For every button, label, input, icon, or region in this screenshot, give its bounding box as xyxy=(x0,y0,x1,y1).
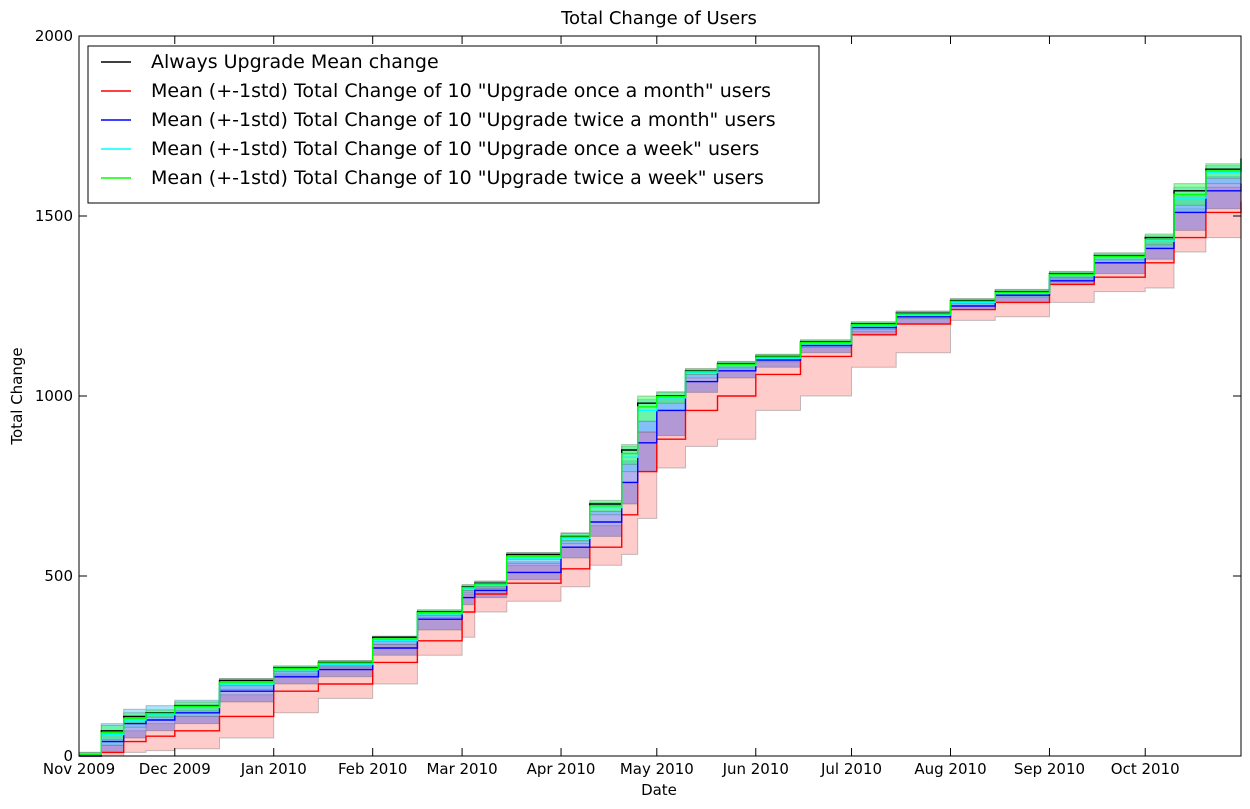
y-tick-label: 0 xyxy=(63,747,73,765)
x-tick-label: Apr 2010 xyxy=(527,760,596,778)
x-tick-label: Jun 2010 xyxy=(722,760,789,778)
x-tick-label: Feb 2010 xyxy=(338,760,408,778)
std-band-1 xyxy=(78,180,1242,757)
y-tick-label: 1500 xyxy=(35,207,73,225)
x-tick-label: Aug 2010 xyxy=(914,760,986,778)
y-axis-label: Total Change xyxy=(8,347,26,445)
y-tick-label: 500 xyxy=(44,567,73,585)
chart-title: Total Change of Users xyxy=(560,8,757,29)
x-tick-label: May 2010 xyxy=(620,760,694,778)
legend-box xyxy=(87,45,820,204)
x-tick-label: Oct 2010 xyxy=(1111,760,1180,778)
legend-label: Always Upgrade Mean change xyxy=(151,51,439,73)
y-tick-label: 1000 xyxy=(35,387,73,405)
legend-label: Mean (+-1std) Total Change of 10 "Upgrad… xyxy=(151,109,776,131)
plot-area xyxy=(78,154,1242,757)
legend: Always Upgrade Mean change Mean (+-1std) … xyxy=(87,45,820,204)
x-tick-label: Jul 2010 xyxy=(820,760,882,778)
series-line-1 xyxy=(79,201,1242,757)
x-tick-label: Mar 2010 xyxy=(426,760,497,778)
x-tick-label: Jan 2010 xyxy=(240,760,307,778)
x-tick-label: Dec 2009 xyxy=(139,760,211,778)
series-line-2 xyxy=(79,183,1242,757)
y-tick-label: 2000 xyxy=(35,27,73,45)
legend-label: Mean (+-1std) Total Change of 10 "Upgrad… xyxy=(151,80,771,102)
x-tick-label: Nov 2009 xyxy=(43,760,115,778)
x-tick-label: Sep 2010 xyxy=(1014,760,1085,778)
legend-label: Mean (+-1std) Total Change of 10 "Upgrad… xyxy=(151,167,764,189)
axes: 0 500 1000 1500 2000 Nov 2009 Dec 2009 Jan 2010… xyxy=(35,27,1242,778)
x-axis-label: Date xyxy=(641,781,677,799)
series-line-4 xyxy=(79,160,1242,755)
legend-label: Mean (+-1std) Total Change of 10 "Upgrad… xyxy=(151,138,759,160)
